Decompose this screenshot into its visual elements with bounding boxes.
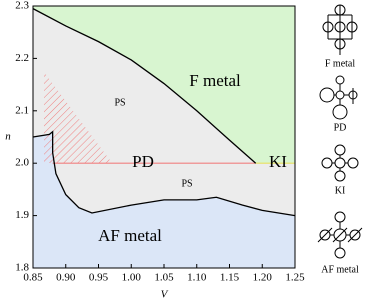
y-axis-label: n: [5, 131, 11, 143]
diagram-label: KI: [335, 185, 346, 196]
diagram-af-metal: [317, 211, 363, 259]
lower-boundary: [32, 130, 296, 217]
x-tick-label: 1.15: [220, 272, 240, 284]
x-tick-label: 1.05: [154, 272, 174, 284]
x-tick-label: 1.25: [285, 272, 305, 284]
annotation: KI: [269, 152, 287, 171]
upper-boundary: [32, 8, 257, 164]
diagram-pd: [319, 75, 358, 120]
diagram-ki: [321, 144, 359, 182]
annotation: PS: [181, 178, 192, 189]
y-tick-label: 1.9: [15, 209, 29, 221]
diagram-label: PD: [334, 122, 347, 133]
x-tick-label: 1.00: [122, 272, 142, 284]
y-tick-label: 1.8: [15, 262, 29, 274]
x-tick-label: 1.10: [187, 272, 207, 284]
x-tick-label: 0.85: [23, 272, 43, 284]
annotation: F metal: [189, 71, 241, 90]
diagram-label: AF metal: [321, 264, 359, 275]
diagram-label: F metal: [325, 58, 355, 69]
diagram-f-metal: [322, 4, 358, 55]
region-ps: [33, 8, 295, 216]
annotation: PD: [132, 152, 154, 171]
x-tick-label: 1.20: [253, 272, 273, 284]
annotation: PS: [114, 97, 125, 108]
y-tick-label: 2.3: [15, 0, 29, 12]
y-tick-label: 2.0: [15, 157, 29, 169]
x-tick-label: 0.95: [89, 272, 109, 284]
annotation: AF metal: [98, 226, 162, 245]
x-tick-label: 0.90: [56, 272, 76, 284]
x-axis-label: V: [161, 289, 169, 301]
hatch: [44, 72, 112, 163]
y-tick-label: 2.2: [15, 52, 29, 64]
y-tick-label: 2.1: [15, 104, 29, 116]
